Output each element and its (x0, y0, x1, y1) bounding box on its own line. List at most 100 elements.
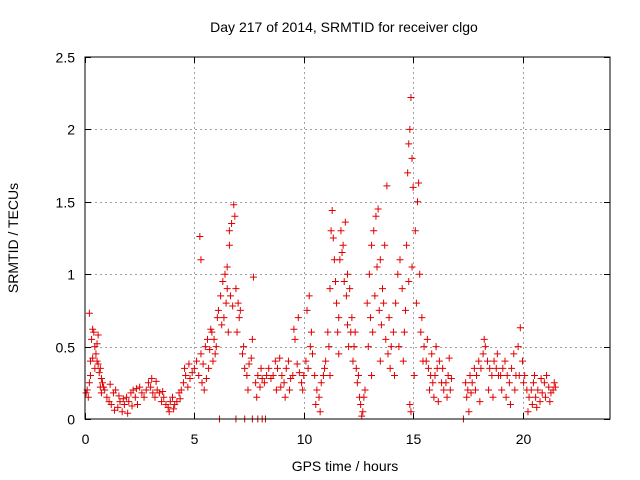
data-point (82, 389, 90, 397)
data-point (408, 154, 416, 162)
data-point (92, 350, 100, 358)
data-point (196, 233, 204, 241)
data-point (96, 383, 104, 391)
data-point (197, 350, 205, 358)
data-point (253, 393, 261, 401)
data-point (532, 393, 540, 401)
data-point (357, 401, 365, 409)
data-point (97, 374, 105, 382)
x-axis-label: GPS time / hours (292, 458, 399, 474)
data-point (465, 408, 473, 416)
data-point (488, 372, 496, 380)
data-point (181, 364, 189, 372)
data-point (376, 256, 384, 264)
data-point (510, 350, 518, 358)
data-point (435, 357, 443, 365)
data-point (138, 389, 146, 397)
data-point (169, 393, 176, 401)
data-point (224, 328, 232, 336)
data-point (111, 406, 119, 414)
data-point (120, 401, 128, 409)
data-point (260, 379, 268, 387)
data-point (239, 350, 246, 358)
data-point (152, 377, 160, 385)
data-point (543, 372, 551, 380)
y-tick-label: 1.5 (56, 195, 76, 211)
data-point (217, 292, 225, 300)
data-point (298, 379, 306, 387)
data-point (350, 343, 358, 351)
grid-lines (85, 57, 610, 419)
data-point (231, 212, 239, 220)
data-point (432, 343, 440, 351)
data-point (316, 408, 324, 416)
data-point (506, 401, 514, 409)
data-point (326, 285, 334, 293)
data-point (235, 314, 243, 322)
data-point (131, 393, 139, 401)
data-point (201, 343, 209, 351)
data-point (508, 364, 516, 372)
data-point (85, 379, 93, 387)
data-point (282, 364, 290, 372)
data-point (114, 403, 122, 411)
data-point (337, 227, 345, 235)
data-point (284, 357, 292, 365)
data-point (405, 140, 413, 148)
data-point (428, 350, 436, 358)
data-point (184, 383, 192, 391)
data-point (446, 386, 454, 394)
data-point (476, 398, 484, 406)
data-point (223, 285, 231, 293)
data-point (370, 227, 378, 235)
data-point (263, 372, 271, 380)
data-point (229, 302, 237, 310)
data-point (515, 372, 523, 380)
data-point (179, 379, 187, 387)
data-point (118, 408, 126, 416)
data-point (417, 328, 425, 336)
data-point (206, 345, 214, 353)
data-point (423, 335, 431, 343)
data-point (364, 343, 372, 351)
data-point (290, 325, 298, 333)
y-tick-label: 2 (67, 122, 75, 138)
data-point (389, 328, 397, 336)
data-point (503, 372, 511, 380)
data-point (210, 335, 218, 343)
data-point (447, 374, 455, 382)
data-point (366, 314, 374, 322)
data-point (132, 385, 140, 393)
data-point (204, 335, 211, 343)
data-point (528, 401, 536, 409)
data-point (300, 372, 308, 380)
data-point (407, 94, 415, 102)
data-point (299, 386, 307, 394)
data-point (335, 350, 343, 358)
data-point (352, 364, 360, 372)
data-point (442, 379, 450, 387)
data-point (327, 227, 335, 235)
data-point (524, 408, 532, 416)
y-axis-label: SRMTID / TECUs (5, 183, 21, 293)
data-point (480, 335, 488, 343)
data-point (384, 350, 392, 358)
data-point (165, 408, 173, 416)
data-point (124, 409, 132, 417)
data-point (372, 212, 380, 220)
data-point (159, 387, 167, 395)
x-tick-label: 0 (82, 431, 90, 447)
data-point (489, 393, 497, 401)
data-point (280, 379, 288, 387)
data-point (536, 398, 544, 406)
data-point (369, 328, 377, 336)
data-point (164, 403, 172, 411)
data-point (418, 314, 426, 322)
data-point (511, 386, 519, 394)
data-point (134, 401, 141, 409)
data-point (209, 357, 217, 365)
data-point (368, 372, 376, 380)
data-point (158, 398, 166, 406)
data-point (501, 357, 509, 365)
